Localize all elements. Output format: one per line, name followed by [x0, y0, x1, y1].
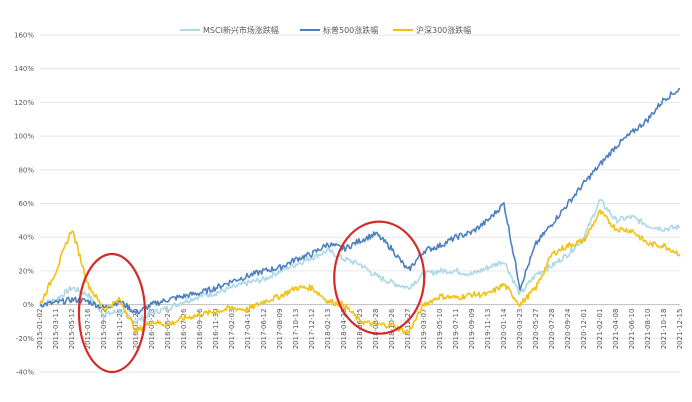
x-tick-label: 2020-09-24: [564, 308, 572, 349]
series-line: [39, 198, 681, 324]
x-tick-label: 2021-02-01: [596, 309, 604, 350]
x-tick-label: 2020-03-23: [516, 309, 524, 350]
x-tick-label: 2016-11-30: [212, 309, 220, 350]
x-tick-label: 2015-11-26: [116, 308, 124, 349]
y-tick-label: 60%: [18, 200, 34, 208]
x-tick-label: 2016-07-26: [180, 308, 188, 349]
y-tick-label: -40%: [16, 369, 34, 377]
x-tick-label: 2015-09-22: [100, 309, 108, 350]
x-axis-tick-labels: 2015-01-02 2015-03-11 2015-05-12 2015-07-16…: [36, 308, 684, 349]
x-tick-label: 2018-12-27: [404, 309, 412, 350]
x-tick-label: 2020-12-01: [580, 309, 588, 350]
y-tick-label: 40%: [18, 234, 34, 242]
x-tick-label: 2016-05-24: [164, 308, 172, 349]
x-tick-label: 2019-05-10: [436, 309, 444, 350]
annotation-ellipse: [77, 252, 147, 374]
x-tick-label: 2020-07-28: [548, 309, 556, 350]
y-tick-label: 120%: [14, 99, 34, 107]
x-tick-label: 2015-03-11: [52, 309, 60, 350]
x-tick-label: 2019-07-11: [452, 309, 460, 350]
x-tick-label: 2020-01-14: [500, 308, 508, 349]
y-tick-label: 20%: [18, 267, 34, 275]
x-tick-label: 2021-10-18: [660, 309, 668, 350]
x-tick-label: 2017-02-03: [228, 309, 236, 350]
x-tick-label: 2017-08-09: [276, 309, 284, 350]
y-tick-label: 0%: [23, 301, 34, 309]
x-tick-label: 2017-10-13: [292, 309, 300, 350]
series-line: [39, 209, 681, 335]
annotations: [77, 220, 426, 374]
legend-label: MSCI新兴市场涨跌幅: [203, 25, 279, 35]
x-tick-label: 2017-12-12: [308, 309, 316, 350]
x-tick-label: 2016-09-26: [196, 308, 204, 349]
annotation-ellipse: [333, 220, 426, 335]
x-tick-label: 2018-08-28: [372, 309, 380, 350]
x-tick-label: 2018-02-13: [324, 309, 332, 350]
x-tick-label: 2021-08-10: [644, 309, 652, 350]
y-axis-tick-labels: -40% -20% 0% 20% 40% 60% 80% 100% 120% 140% 160%: [14, 32, 34, 377]
x-tick-label: 2015-01-02: [36, 309, 44, 350]
legend-label: 标普500涨跌幅: [323, 25, 378, 35]
x-tick-label: 2019-11-13: [484, 309, 492, 350]
x-tick-label: 2017-04-10: [244, 309, 252, 350]
x-tick-label: 2019-03-07: [420, 309, 428, 350]
series-line: [39, 88, 681, 315]
legend-label: 沪深300涨跌幅: [416, 25, 471, 35]
x-tick-label: 2015-05-12: [68, 309, 76, 350]
x-tick-label: 2015-07-16: [84, 308, 92, 349]
series-lines: [39, 88, 681, 335]
gridlines: [40, 34, 680, 373]
y-tick-label: 80%: [18, 166, 34, 174]
x-tick-label: 2018-10-26: [388, 308, 396, 349]
x-tick-label: 2019-09-09: [468, 309, 476, 350]
x-tick-label: 2021-12-15: [676, 309, 684, 350]
y-tick-label: 100%: [14, 133, 34, 141]
y-tick-label: -20%: [16, 335, 34, 343]
legend: MSCI新兴市场涨跌幅 标普500涨跌幅 沪深300涨跌幅: [180, 25, 471, 35]
x-tick-label: 2017-06-12: [260, 309, 268, 350]
y-tick-label: 140%: [14, 65, 34, 73]
x-tick-label: 2020-05-27: [532, 309, 540, 350]
x-tick-label: 2018-04-20: [340, 309, 348, 350]
x-tick-label: 2021-06-10: [628, 309, 636, 350]
y-tick-label: 160%: [14, 32, 34, 40]
x-tick-label: 2016-03-23: [148, 309, 156, 350]
x-tick-label: 2021-04-08: [612, 309, 620, 350]
